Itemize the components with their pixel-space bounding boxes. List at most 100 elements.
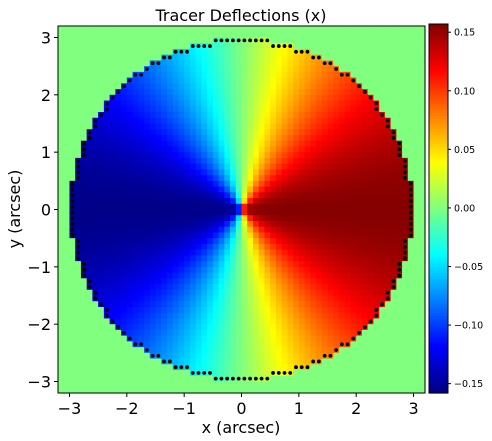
heatmap-cell bbox=[287, 266, 294, 274]
heatmap-cell bbox=[224, 66, 231, 73]
heatmap-cell bbox=[109, 329, 116, 337]
heatmap-cell bbox=[218, 215, 225, 222]
heatmap-cell bbox=[166, 203, 174, 211]
heatmap-cell bbox=[92, 255, 99, 262]
heatmap-cell bbox=[161, 301, 168, 308]
heatmap-cell bbox=[69, 278, 76, 285]
heatmap-cell bbox=[281, 180, 288, 188]
heatmap-cell bbox=[241, 306, 248, 314]
mask-border-marker bbox=[225, 38, 230, 43]
heatmap-cell bbox=[230, 352, 237, 360]
heatmap-cell bbox=[402, 364, 409, 371]
heatmap-cell bbox=[361, 71, 369, 79]
heatmap-cell bbox=[138, 243, 145, 251]
mask-border-marker bbox=[87, 135, 92, 140]
heatmap-cell bbox=[121, 77, 128, 84]
heatmap-cell bbox=[281, 272, 288, 279]
heatmap-cell bbox=[241, 66, 248, 73]
heatmap-cell bbox=[361, 163, 369, 170]
heatmap-cell bbox=[149, 192, 157, 199]
heatmap-cell bbox=[356, 175, 363, 182]
heatmap-cell bbox=[172, 375, 180, 383]
mask-border-marker bbox=[70, 210, 75, 215]
heatmap-cell bbox=[172, 226, 180, 234]
mask-border-marker bbox=[374, 307, 379, 312]
heatmap-cell bbox=[75, 295, 82, 302]
colorbar-tick-label: −0.10 bbox=[454, 321, 483, 332]
heatmap-cell bbox=[224, 312, 231, 320]
heatmap-cell bbox=[178, 278, 185, 285]
heatmap-cell bbox=[356, 306, 363, 314]
heatmap-cell bbox=[149, 129, 157, 136]
heatmap-cell bbox=[396, 387, 403, 394]
heatmap-cell bbox=[258, 266, 266, 274]
heatmap-cell bbox=[218, 26, 225, 33]
heatmap-cell bbox=[281, 249, 288, 256]
heatmap-cell bbox=[344, 180, 352, 188]
heatmap-cell bbox=[258, 180, 266, 188]
heatmap-cell bbox=[98, 278, 105, 285]
heatmap-cell bbox=[384, 26, 392, 33]
heatmap-cell bbox=[379, 358, 386, 365]
heatmap-cell bbox=[396, 381, 403, 388]
heatmap-cell bbox=[63, 89, 71, 96]
heatmap-cell bbox=[138, 192, 145, 199]
heatmap-cell bbox=[63, 272, 71, 279]
heatmap-cell bbox=[121, 43, 128, 50]
heatmap-cell bbox=[166, 198, 174, 205]
heatmap-cell bbox=[121, 284, 128, 291]
heatmap-cell bbox=[166, 152, 174, 159]
heatmap-cell bbox=[69, 243, 76, 251]
heatmap-cell bbox=[367, 198, 374, 205]
heatmap-cell bbox=[63, 169, 71, 176]
colorbar-segment bbox=[429, 226, 448, 231]
heatmap-cell bbox=[316, 232, 323, 239]
heatmap-cell bbox=[103, 381, 111, 388]
heatmap-cell bbox=[235, 358, 243, 365]
colorbar-segment bbox=[429, 331, 448, 336]
heatmap-cell bbox=[138, 180, 145, 188]
mask-border-marker bbox=[334, 67, 339, 71]
heatmap-cell bbox=[316, 335, 323, 342]
heatmap-cell bbox=[172, 318, 180, 325]
heatmap-cell bbox=[304, 140, 311, 148]
heatmap-cell bbox=[287, 352, 294, 360]
heatmap-cell bbox=[86, 48, 93, 56]
colorbar-segment bbox=[429, 97, 448, 102]
heatmap-cell bbox=[298, 54, 306, 61]
heatmap-cell bbox=[264, 54, 271, 61]
heatmap-cell bbox=[115, 83, 122, 90]
heatmap-cell bbox=[407, 278, 415, 285]
heatmap-cell bbox=[230, 94, 237, 102]
mask-border-marker bbox=[242, 38, 247, 43]
heatmap-cell bbox=[247, 169, 254, 176]
heatmap-cell bbox=[344, 209, 352, 216]
heatmap-cell bbox=[132, 284, 139, 291]
heatmap-cell bbox=[132, 169, 139, 176]
heatmap-cell bbox=[80, 26, 88, 33]
heatmap-cell bbox=[310, 152, 317, 159]
heatmap-cell bbox=[115, 387, 122, 394]
heatmap-cell bbox=[63, 157, 71, 165]
heatmap-cell bbox=[184, 295, 191, 302]
heatmap-cell bbox=[338, 48, 346, 56]
heatmap-cell bbox=[338, 335, 346, 342]
heatmap-cell bbox=[275, 198, 283, 205]
heatmap-cell bbox=[316, 220, 323, 228]
heatmap-cell bbox=[384, 152, 392, 159]
heatmap-cell bbox=[344, 335, 352, 342]
heatmap-cell bbox=[86, 186, 93, 193]
colorbar-segment bbox=[429, 205, 448, 210]
heatmap-cell bbox=[264, 100, 271, 107]
heatmap-cell bbox=[149, 89, 157, 96]
heatmap-cell bbox=[212, 186, 220, 193]
heatmap-cell bbox=[195, 134, 202, 142]
heatmap-cell bbox=[258, 370, 266, 377]
heatmap-cell bbox=[63, 364, 71, 371]
heatmap-cell bbox=[310, 198, 317, 205]
heatmap-cell bbox=[155, 318, 162, 325]
heatmap-cell bbox=[166, 243, 174, 251]
heatmap-cell bbox=[189, 381, 197, 388]
heatmap-cell bbox=[161, 157, 168, 165]
heatmap-cell bbox=[75, 266, 82, 274]
